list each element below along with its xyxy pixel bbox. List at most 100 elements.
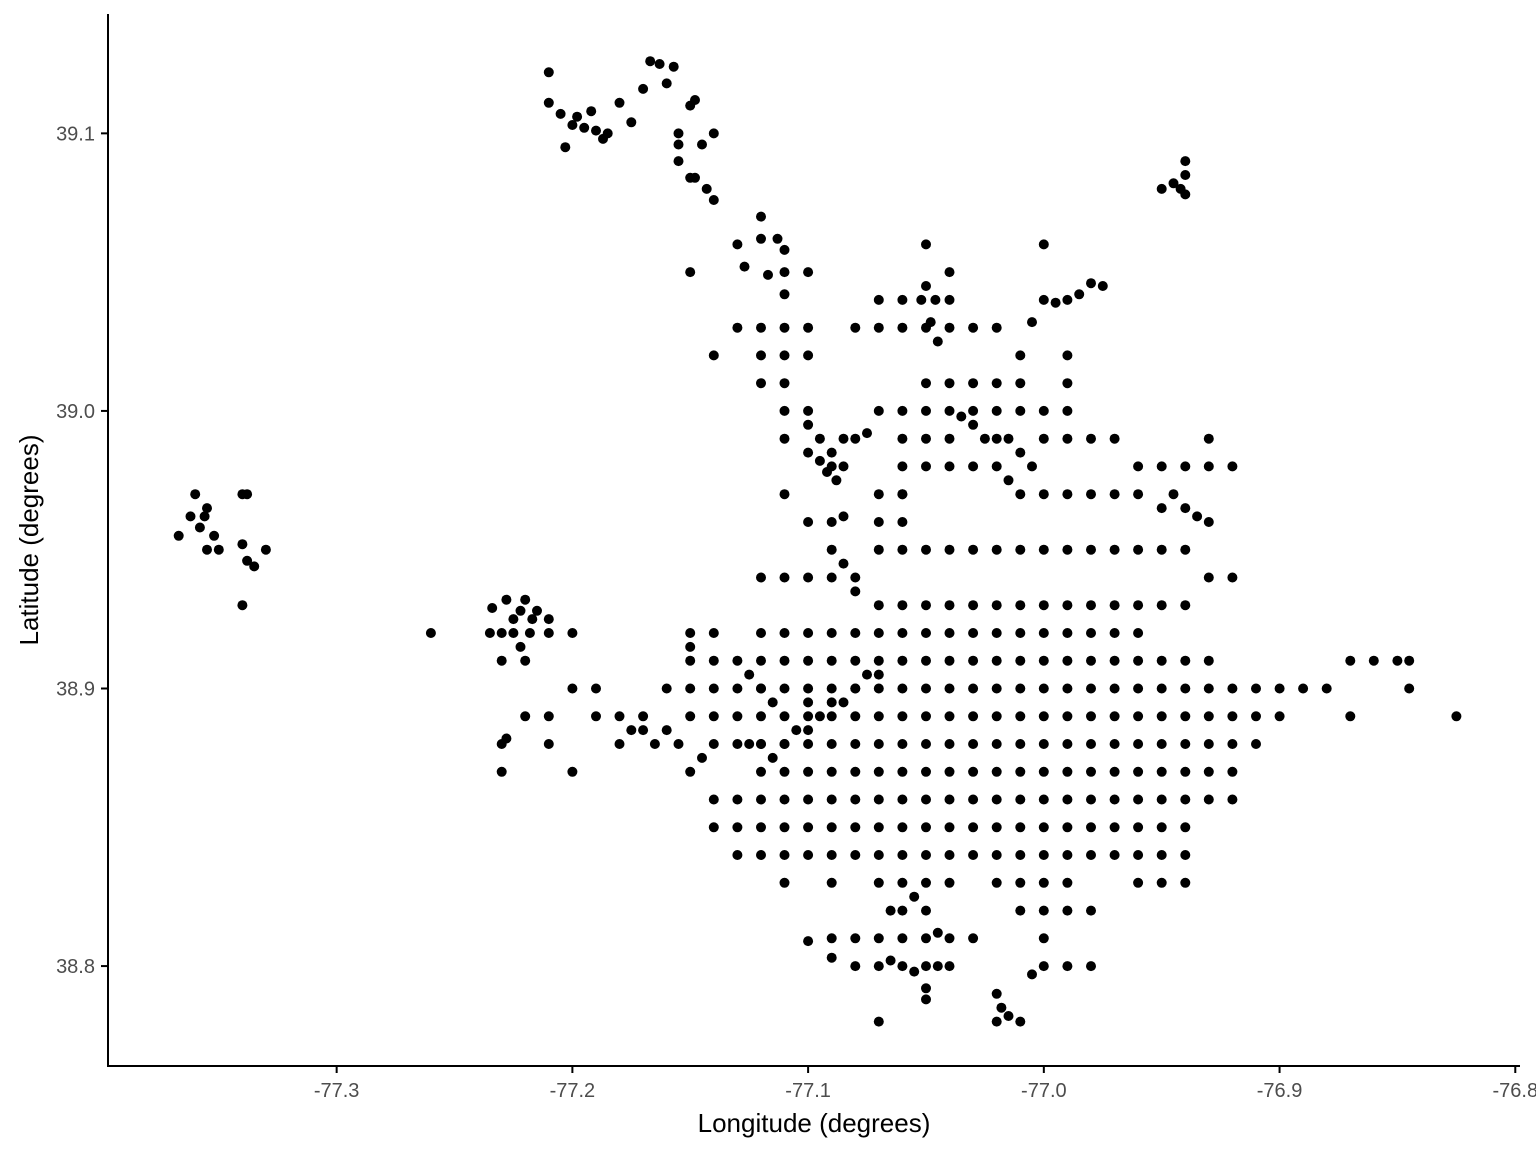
data-point <box>1180 683 1191 694</box>
data-point <box>756 794 766 805</box>
data-point <box>897 489 908 500</box>
data-point <box>1038 489 1049 500</box>
data-point <box>991 822 1002 833</box>
data-point <box>673 128 684 139</box>
data-point <box>991 877 1002 888</box>
data-point <box>567 766 578 777</box>
data-point <box>654 59 665 69</box>
data-point <box>1227 766 1238 777</box>
data-point <box>826 850 837 860</box>
data-point <box>1404 655 1415 666</box>
data-point <box>1086 489 1096 500</box>
data-point <box>897 822 908 833</box>
data-point <box>873 766 884 777</box>
data-point <box>897 877 908 888</box>
data-point <box>831 475 842 486</box>
data-point <box>739 261 750 272</box>
data-point <box>826 877 837 888</box>
data-point <box>779 683 790 694</box>
data-point <box>1015 378 1026 389</box>
data-point <box>1156 503 1167 514</box>
data-point <box>1180 170 1191 180</box>
data-point <box>897 322 908 333</box>
data-point <box>1086 739 1096 749</box>
data-point <box>708 195 719 205</box>
data-point <box>873 822 884 833</box>
data-point <box>1274 711 1285 722</box>
data-point <box>1156 877 1167 888</box>
data-point <box>1156 683 1167 694</box>
data-point <box>897 461 908 472</box>
data-point <box>1038 877 1049 888</box>
data-point <box>921 850 931 860</box>
data-point <box>968 822 979 833</box>
data-point <box>515 605 526 616</box>
data-point <box>685 628 696 638</box>
data-point <box>944 766 955 777</box>
data-point <box>873 628 884 638</box>
data-point <box>1109 544 1120 555</box>
data-point <box>756 628 766 638</box>
data-point <box>1203 711 1214 722</box>
data-point <box>1015 905 1026 916</box>
data-point <box>567 683 578 694</box>
data-point <box>991 461 1002 472</box>
data-point <box>1027 461 1037 472</box>
data-point <box>814 433 825 444</box>
data-point <box>756 233 766 244</box>
x-tick-label: -76.9 <box>1257 1080 1303 1102</box>
data-point <box>968 711 979 722</box>
data-point <box>1038 822 1049 833</box>
data-point <box>649 739 660 749</box>
data-point <box>991 794 1002 805</box>
data-point <box>921 766 931 777</box>
data-point <box>921 933 931 944</box>
data-point <box>826 544 837 555</box>
data-point <box>237 539 248 550</box>
data-point <box>779 850 790 860</box>
data-point <box>756 683 766 694</box>
data-point <box>1392 655 1403 666</box>
data-point <box>626 117 637 128</box>
data-point <box>826 683 837 694</box>
data-point <box>708 683 719 694</box>
data-point <box>732 850 743 860</box>
data-point <box>1086 711 1096 722</box>
data-point <box>803 628 814 638</box>
data-point <box>944 933 955 944</box>
data-point <box>708 739 719 749</box>
data-point <box>567 628 578 638</box>
data-point <box>1227 711 1238 722</box>
data-point <box>756 739 766 749</box>
data-point <box>826 933 837 944</box>
data-point <box>1227 683 1238 694</box>
data-point <box>850 433 861 444</box>
data-point <box>897 544 908 555</box>
data-point <box>873 739 884 749</box>
data-point <box>873 669 884 680</box>
data-point <box>873 961 884 972</box>
data-point <box>1251 711 1261 722</box>
data-point <box>803 405 814 416</box>
data-point <box>744 669 755 680</box>
data-point <box>1038 961 1049 972</box>
data-point <box>1015 739 1026 749</box>
data-point <box>1062 711 1073 722</box>
data-point <box>763 269 773 280</box>
data-point <box>803 739 814 749</box>
data-point <box>932 336 943 347</box>
data-point <box>1015 822 1026 833</box>
data-point <box>173 530 184 541</box>
data-point <box>1156 822 1167 833</box>
data-point <box>968 766 979 777</box>
data-point <box>1180 850 1191 860</box>
data-point <box>661 725 672 736</box>
data-point <box>850 739 861 749</box>
data-point <box>1038 794 1049 805</box>
data-point <box>873 517 884 527</box>
data-point <box>944 544 955 555</box>
data-point <box>756 572 766 583</box>
data-point <box>543 628 554 638</box>
data-point <box>921 877 931 888</box>
data-point <box>779 433 790 444</box>
